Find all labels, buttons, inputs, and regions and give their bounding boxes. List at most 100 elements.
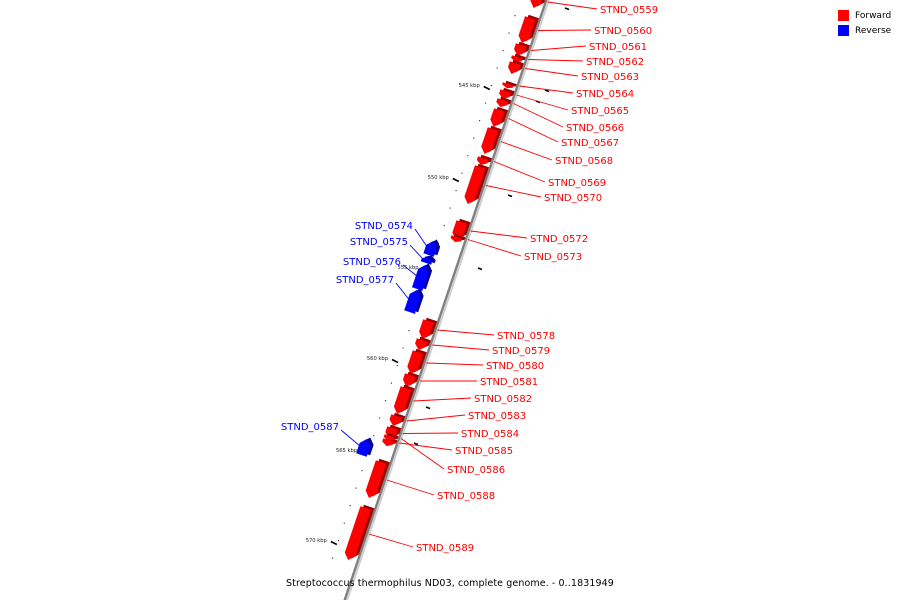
gene-stnd_0563[interactable] — [507, 59, 524, 74]
gene-stnd_0573[interactable] — [450, 233, 466, 242]
legend-label-reverse: Reverse — [855, 25, 892, 36]
gene-label[interactable]: STND_0586 — [447, 465, 505, 476]
gene-label[interactable]: STND_0570 — [544, 193, 602, 204]
gene-body[interactable] — [502, 82, 514, 88]
gene-stnd_0566[interactable] — [496, 96, 512, 107]
gene-body[interactable] — [450, 235, 462, 242]
gene-stnd_0565[interactable] — [499, 87, 515, 99]
gene-label[interactable]: STND_0576 — [343, 257, 401, 268]
gene-stnd_0575[interactable] — [420, 255, 436, 265]
gene-stnd_0576[interactable] — [411, 263, 433, 291]
gene-label[interactable]: STND_0568 — [555, 156, 613, 167]
gene-label[interactable]: STND_0584 — [461, 429, 519, 440]
gene-stnd_0586[interactable] — [383, 432, 399, 441]
gene-label[interactable]: STND_0579 — [492, 346, 550, 357]
gene-labels[interactable]: STND_0559 STND_0560 STND_0561 STND_0562 STND… — [281, 5, 658, 554]
gene-label[interactable]: STND_0580 — [486, 361, 544, 372]
gene-body[interactable] — [411, 265, 429, 291]
gene-stnd_0567[interactable] — [490, 106, 509, 127]
gene-label[interactable]: STND_0563 — [581, 72, 639, 83]
gene-label[interactable]: STND_0575 — [350, 237, 408, 248]
gene-body[interactable] — [382, 438, 394, 446]
gene-stnd_0587[interactable] — [356, 437, 374, 457]
gene-stnd_0570[interactable] — [464, 163, 489, 204]
gene-stnd_0589[interactable] — [344, 504, 375, 560]
legend-swatch-forward — [838, 10, 849, 21]
gene-body[interactable] — [389, 414, 402, 426]
gene-body[interactable] — [476, 156, 489, 165]
gene-label[interactable]: STND_0566 — [566, 123, 624, 134]
gene-stnd_0578[interactable] — [419, 317, 438, 339]
gene-body[interactable] — [419, 319, 434, 339]
gene-stnd_0577[interactable] — [404, 288, 424, 314]
gene-body[interactable] — [507, 61, 521, 74]
gene-label[interactable]: STND_0582 — [474, 394, 532, 405]
gene-body[interactable] — [356, 439, 371, 457]
gene-stnd_0574[interactable] — [423, 239, 441, 257]
gene-stnd_0582[interactable] — [393, 384, 415, 414]
gene-stnd_0588[interactable] — [365, 458, 390, 498]
gene-label[interactable]: STND_0588 — [437, 491, 495, 502]
gene-leader — [538, 29, 592, 31]
gene-label[interactable]: STND_0589 — [416, 543, 474, 554]
tick-mark — [413, 442, 419, 446]
gene-stnd_0569[interactable] — [476, 154, 492, 165]
gene-label[interactable]: STND_0583 — [468, 411, 526, 422]
gene-body[interactable] — [499, 89, 511, 99]
gene-label[interactable]: STND_0559 — [600, 5, 658, 16]
leader-line — [485, 185, 542, 198]
minor-tick — [496, 67, 498, 69]
gene-label[interactable]: STND_0578 — [497, 331, 555, 342]
gene-features[interactable] — [344, 0, 547, 560]
gene-body[interactable] — [518, 16, 536, 43]
gene-stnd_0561[interactable] — [514, 41, 530, 56]
gene-label[interactable]: STND_0569 — [548, 178, 606, 189]
gene-leader — [386, 479, 435, 496]
gene-stnd_0579[interactable] — [415, 336, 431, 350]
gene-label[interactable]: STND_0577 — [336, 275, 394, 286]
gene-body[interactable] — [481, 127, 499, 154]
gene-body[interactable] — [420, 257, 433, 265]
legend-swatch-reverse — [838, 25, 849, 36]
gene-stnd_0583[interactable] — [389, 412, 406, 426]
gene-label[interactable]: STND_0585 — [455, 446, 513, 457]
gene-stnd_0581[interactable] — [402, 371, 420, 387]
label-leader-lines — [340, 1, 598, 548]
gene-label[interactable]: STND_0581 — [480, 377, 538, 388]
gene-label[interactable]: STND_0562 — [586, 57, 644, 68]
gene-stnd_0560[interactable] — [518, 14, 539, 43]
gene-body[interactable] — [496, 98, 508, 107]
gene-leader — [409, 244, 425, 261]
gene-body[interactable] — [490, 108, 505, 127]
gene-label[interactable]: STND_0572 — [530, 234, 588, 245]
gene-stnd_0568[interactable] — [481, 125, 502, 154]
gene-body[interactable] — [415, 338, 428, 350]
gene-stnd_0580[interactable] — [407, 348, 427, 374]
gene-label[interactable]: STND_0574 — [355, 221, 413, 232]
gene-label[interactable]: STND_0560 — [594, 26, 652, 37]
gene-body[interactable] — [402, 373, 416, 387]
gene-label[interactable]: STND_0587 — [281, 422, 339, 433]
gene-body[interactable] — [423, 241, 437, 257]
gene-stnd_0559[interactable] — [530, 0, 546, 8]
gene-body[interactable] — [383, 434, 396, 441]
gene-label[interactable]: STND_0564 — [576, 89, 634, 100]
gene-body[interactable] — [514, 43, 527, 56]
gene-body[interactable] — [464, 165, 486, 204]
minor-tick — [361, 470, 363, 472]
gene-stnd_0564[interactable] — [502, 80, 517, 88]
gene-body[interactable] — [404, 290, 421, 314]
gene-leader — [340, 429, 362, 448]
gene-body[interactable] — [407, 350, 424, 374]
gene-label[interactable]: STND_0573 — [524, 252, 582, 263]
leader-line — [386, 479, 435, 496]
gene-body[interactable] — [393, 386, 412, 414]
gene-body[interactable] — [530, 0, 543, 8]
gene-body[interactable] — [365, 460, 387, 498]
gene-label[interactable]: STND_0561 — [589, 42, 647, 53]
gene-body[interactable] — [344, 506, 371, 560]
gene-label[interactable]: STND_0567 — [561, 138, 619, 149]
gene-label[interactable]: STND_0565 — [571, 106, 629, 117]
